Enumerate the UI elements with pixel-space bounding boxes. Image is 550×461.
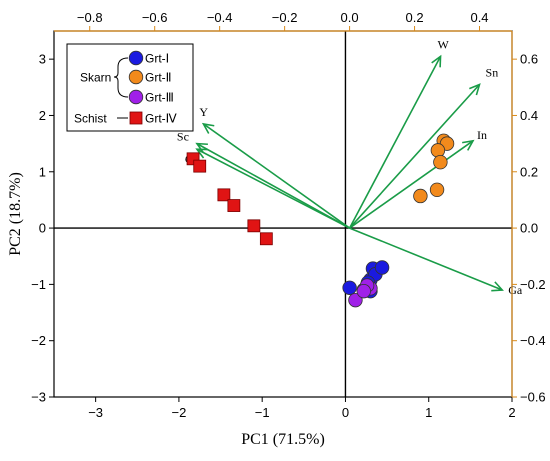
vector-line	[348, 83, 481, 229]
top-tick-label: −0.2	[272, 10, 298, 25]
legend-marker	[129, 111, 143, 125]
zero-lines	[54, 31, 512, 397]
x-tick-label: 1	[425, 405, 432, 420]
y-tick-label: −1	[31, 277, 46, 292]
vector-line	[202, 123, 351, 229]
top-tick-label: −0.4	[207, 10, 233, 25]
legend-marker	[128, 89, 144, 105]
vector-arrowhead	[469, 83, 481, 96]
x-tick-label: −1	[255, 405, 270, 420]
right-tick-label: −0.4	[520, 333, 546, 348]
data-point	[430, 143, 446, 158]
legend-label: Grt-Ⅰ	[145, 52, 169, 66]
sample-points	[186, 133, 455, 308]
x-tick-label: 0	[342, 405, 349, 420]
right-tick-label: −0.2	[520, 277, 546, 292]
data-point	[259, 232, 273, 246]
right-tick-label: 0.2	[520, 164, 538, 179]
right-tick-label: 0.6	[520, 52, 538, 67]
y-tick-label: 3	[39, 52, 46, 67]
y-tick-label: −2	[31, 333, 46, 348]
vector-label: Sn	[486, 65, 499, 79]
vector-line	[196, 142, 350, 229]
x-tick-label: −3	[88, 405, 103, 420]
x-tick-label: −2	[171, 405, 186, 420]
series-Grt-Ⅲ	[348, 278, 378, 308]
top-tick-label: −0.8	[77, 10, 103, 25]
y-tick-label: 2	[39, 108, 46, 123]
legend-marker	[128, 69, 144, 85]
vector-arrowhead	[195, 148, 208, 159]
data-point	[374, 260, 390, 275]
loading-vectors: WSnInGaYScGe	[177, 37, 523, 297]
vector-arrowhead	[431, 54, 442, 68]
legend-label: Grt-Ⅲ	[145, 91, 174, 105]
axes: −3 −2 −1 0 1 2 −3 −2 −1 0 1 2 3 −0.8 −0.6 −0.4 −0.2 0.0 0.…	[31, 10, 546, 420]
y-tick-label: 0	[39, 221, 46, 236]
legend-marker	[128, 50, 144, 66]
data-point	[348, 292, 363, 308]
vector-label: Sc	[177, 130, 189, 144]
data-point	[433, 154, 448, 170]
loading-vector-y: Y	[199, 105, 351, 229]
y-axis-title: PC2 (18.7%)	[7, 172, 24, 256]
right-tick-label: −0.6	[520, 390, 546, 405]
data-point	[193, 159, 207, 173]
y-tick-label: 1	[39, 164, 46, 179]
data-point	[356, 283, 371, 299]
data-point	[342, 280, 357, 295]
right-tick-label: 0.0	[520, 221, 538, 236]
vector-line	[196, 148, 350, 229]
top-tick-label: 0.2	[406, 10, 424, 25]
x-axis-title: PC1 (71.5%)	[241, 431, 325, 448]
legend-label: Grt-Ⅱ	[145, 71, 172, 85]
vector-line	[349, 227, 503, 291]
data-point	[247, 219, 261, 233]
vector-arrowhead	[201, 122, 215, 134]
legend-brace	[113, 57, 129, 98]
series-Grt-Ⅳ	[186, 152, 273, 246]
loading-vector-sc: Sc	[177, 130, 350, 229]
top-tick-label: 0.4	[470, 10, 488, 25]
vector-line	[348, 55, 442, 229]
vector-arrowhead	[462, 139, 475, 151]
top-tick-label: 0.0	[341, 10, 359, 25]
x-tick-label: 2	[508, 405, 515, 420]
loading-vector-sn: Sn	[348, 65, 499, 229]
y-tick-label: −3	[31, 390, 46, 405]
loading-vector-ge: Ge	[185, 148, 350, 229]
vector-line	[349, 140, 474, 229]
data-point	[227, 199, 241, 212]
legend-label: Grt-Ⅳ	[145, 112, 177, 126]
vector-label: Y	[199, 105, 208, 119]
data-point	[217, 188, 231, 202]
data-point	[429, 182, 445, 197]
vector-label: W	[438, 37, 450, 51]
data-point	[413, 188, 428, 204]
loading-vector-w: W	[348, 37, 450, 229]
vector-arrowhead	[491, 281, 504, 292]
loading-vector-in: In	[349, 128, 487, 229]
series-Grt-Ⅱ	[413, 133, 455, 204]
legend-group-skarn: Skarn	[80, 71, 111, 85]
top-tick-label: −0.6	[142, 10, 168, 25]
right-tick-label: 0.4	[520, 108, 538, 123]
vector-label: In	[477, 128, 487, 142]
legend-group-schist: Schist	[74, 112, 107, 126]
legend: Skarn Schist Grt-Ⅰ Grt-Ⅱ Grt-Ⅲ Grt-Ⅳ	[66, 43, 194, 132]
